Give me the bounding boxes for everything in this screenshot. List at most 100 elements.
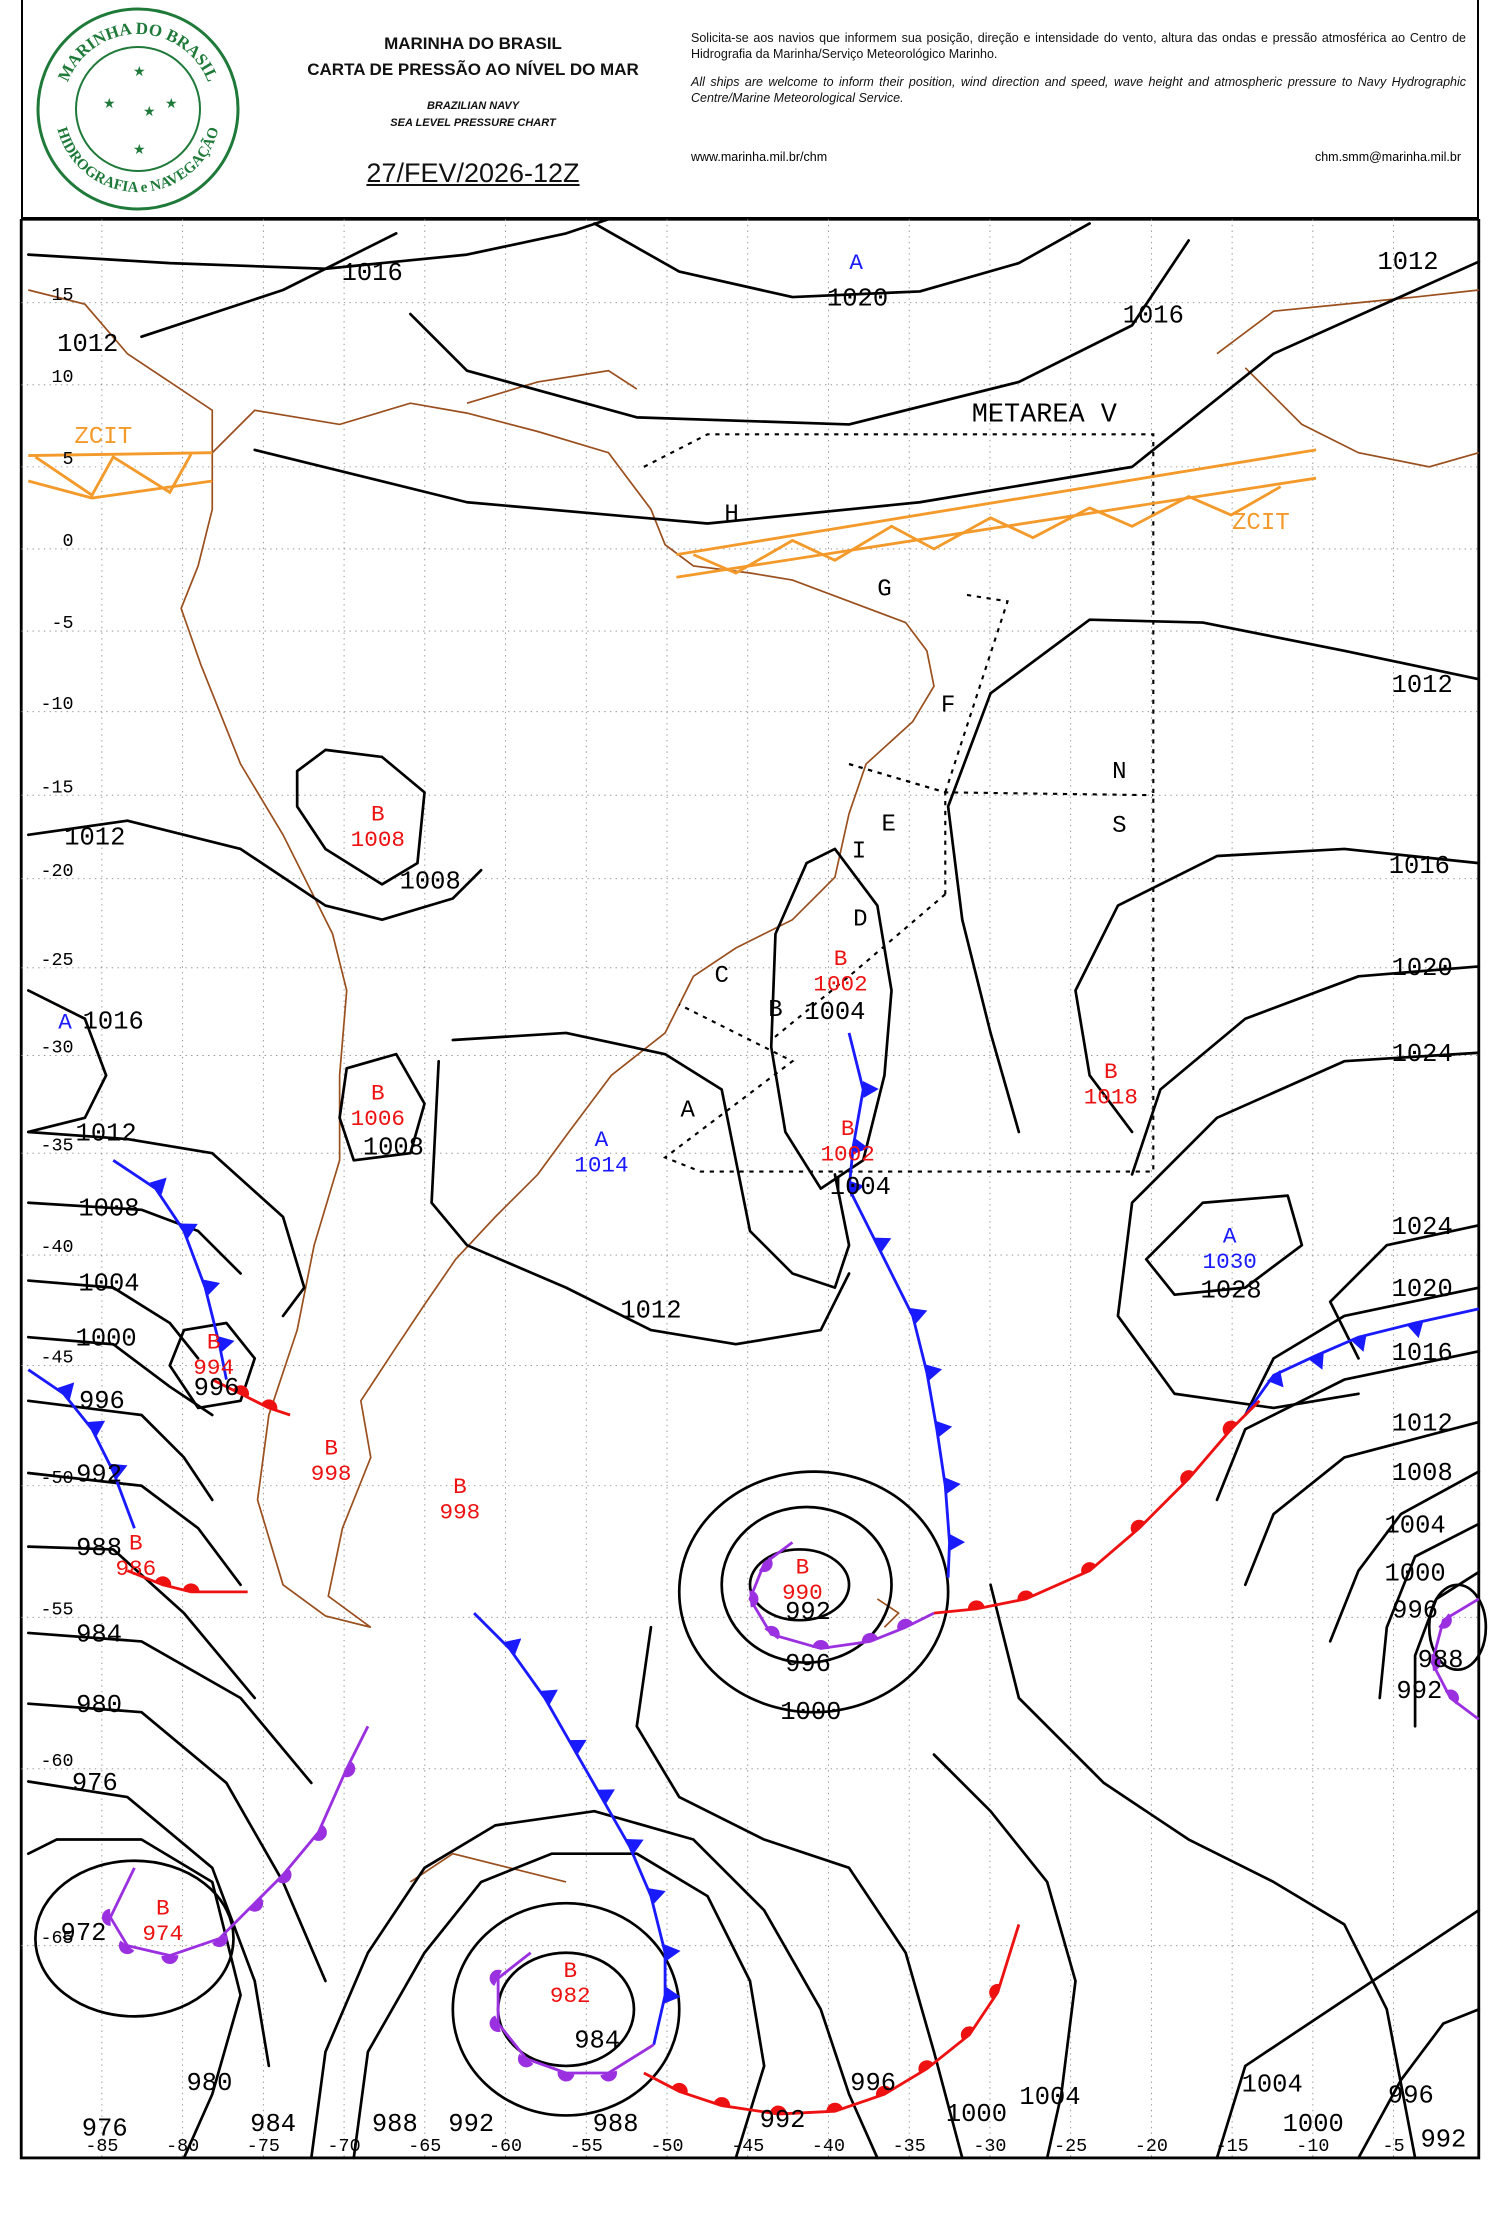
longitude-label: -40 (812, 2136, 845, 2157)
pressure-center-value: 974 (142, 1921, 183, 1947)
isobar-label: 1008 (78, 1194, 139, 1223)
pressure-center-type: A (849, 250, 863, 276)
latitude-label: -25 (40, 950, 73, 971)
isobar-label: 1016 (1392, 1339, 1453, 1368)
isobar-label: 1024 (1392, 1040, 1453, 1069)
area-label: D (853, 906, 867, 933)
pressure-center-type: A (1223, 1223, 1237, 1249)
pressure-center-type: B (207, 1329, 221, 1355)
longitude-label: -55 (570, 2136, 603, 2157)
pressure-center-value: 1014 (574, 1153, 628, 1179)
longitude-label: -35 (893, 2136, 926, 2157)
area-label: E (881, 812, 895, 839)
isobar-label: 980 (76, 1691, 122, 1720)
logo: MARINHA DO BRASIL HIDROGRAFIA e NAVEGAÇÃ… (36, 7, 240, 211)
area-label: B (768, 997, 782, 1024)
isobar-label: 988 (372, 2110, 418, 2139)
isobar-label: 996 (850, 2069, 896, 2098)
isobar-label: 1020 (827, 285, 888, 314)
isobar-label: 1004 (78, 1269, 139, 1298)
logo-bottom-text: HIDROGRAFIA e NAVEGAÇÃO (53, 125, 222, 196)
latitude-label: -15 (40, 777, 73, 798)
isobar-label: 996 (785, 1650, 831, 1679)
isobar-label: 992 (448, 2110, 494, 2139)
pressure-center-type: B (371, 802, 385, 828)
pressure-center-type: B (834, 946, 848, 972)
isobar-label: 1012 (76, 1119, 137, 1148)
longitude-label: -15 (1216, 2136, 1249, 2157)
isobar-label: 992 (1420, 2126, 1466, 2155)
isobar-label: 996 (1388, 2082, 1434, 2111)
isobar-label: 1016 (1123, 302, 1184, 331)
pressure-center-type: B (563, 1958, 577, 1984)
longitude-label: -65 (408, 2136, 441, 2157)
isobar-label: 992 (76, 1460, 122, 1489)
longitude-label: -25 (1054, 2136, 1087, 2157)
longitude-label: -20 (1135, 2136, 1168, 2157)
area-label: N (1112, 759, 1126, 786)
isobar-label: 976 (82, 2114, 128, 2143)
latitude-label: -20 (40, 861, 73, 882)
latitude-label: -5 (52, 613, 74, 634)
isobar-label: 1004 (1242, 2070, 1303, 2099)
isobar-label: 1004 (1019, 2083, 1080, 2112)
pressure-center-type: B (453, 1474, 467, 1500)
latitude-label: 15 (52, 285, 74, 306)
pressure-center-type: B (324, 1436, 338, 1462)
isobar-label: 972 (61, 1919, 107, 1948)
latitude-label: -40 (40, 1237, 73, 1258)
isobar-label: 1008 (1392, 1459, 1453, 1488)
isobar-label: 1000 (76, 1325, 137, 1354)
pressure-center-type: B (129, 1530, 143, 1556)
pressure-center-value: 1006 (351, 1106, 405, 1132)
latitude-label: -30 (40, 1038, 73, 1059)
notice-en: All ships are welcome to inform their po… (691, 75, 1466, 105)
area-label: A (681, 1097, 696, 1124)
longitude-label: -75 (247, 2136, 280, 2157)
isobar-label: 1004 (830, 1173, 891, 1202)
pressure-center-value: 998 (311, 1461, 352, 1487)
isobar-label: 1000 (1283, 2110, 1344, 2139)
pressure-center-value: 1008 (351, 827, 405, 853)
isobar-label: 996 (1392, 1596, 1438, 1625)
isobar-label: 1016 (83, 1008, 144, 1037)
pressure-center-type: A (58, 1010, 72, 1036)
title: MARINHA DO BRASIL (384, 34, 562, 53)
pressure-center-type: B (1104, 1059, 1118, 1085)
subtitle-en: SEA LEVEL PRESSURE CHART (390, 117, 556, 129)
longitude-label: -60 (489, 2136, 522, 2157)
pressure-center-type: B (371, 1080, 385, 1106)
pressure-center-value: 982 (550, 1983, 591, 2009)
area-label: G (877, 577, 891, 604)
isobar-label: 988 (593, 2110, 639, 2139)
isobar-label: 1012 (1377, 248, 1438, 277)
svg-text:★: ★ (133, 141, 146, 157)
latitude-label: -10 (40, 694, 73, 715)
metarea-boundary (643, 433, 1155, 1173)
pressure-center-value: 990 (782, 1580, 823, 1606)
isobar-label: 1008 (400, 868, 461, 897)
isobar-label: 1024 (1392, 1213, 1453, 1242)
notice-pt: Solicita-se aos navios que informem sua … (691, 31, 1466, 61)
map-labels: 15 10 5 0 -5 -10 -15 -20 -25 -30 -35 -40 -45 -50 -55 -6… (40, 248, 1466, 2157)
isobar-label: 976 (72, 1769, 118, 1798)
isobar-label: 1020 (1392, 1275, 1453, 1304)
logo-stars: ★ ★ ★ ★ ★ (103, 63, 178, 157)
isobar-label: 1012 (1392, 1410, 1453, 1439)
pressure-center-value: 986 (115, 1556, 156, 1582)
pressure-center-value: 1030 (1203, 1249, 1257, 1275)
isobar-label: 988 (76, 1534, 122, 1563)
longitude-label: -5 (1383, 2136, 1405, 2157)
pressure-center-value: 1002 (820, 1141, 874, 1167)
area-label: I (852, 838, 866, 865)
subtitle: CARTA DE PRESSÃO AO NÍVEL DO MAR (307, 60, 639, 79)
isobar-label: 1000 (780, 1698, 841, 1727)
longitude-label: -85 (85, 2136, 118, 2157)
area-label: H (724, 502, 738, 529)
isobar-label: 1020 (1392, 954, 1453, 983)
isobar-label: 1012 (57, 330, 118, 359)
latitude-label: -65 (40, 1928, 73, 1949)
pressure-center-type: B (841, 1116, 855, 1142)
fronts (27, 1032, 1480, 2116)
pressure-center-value: 1018 (1084, 1085, 1138, 1111)
